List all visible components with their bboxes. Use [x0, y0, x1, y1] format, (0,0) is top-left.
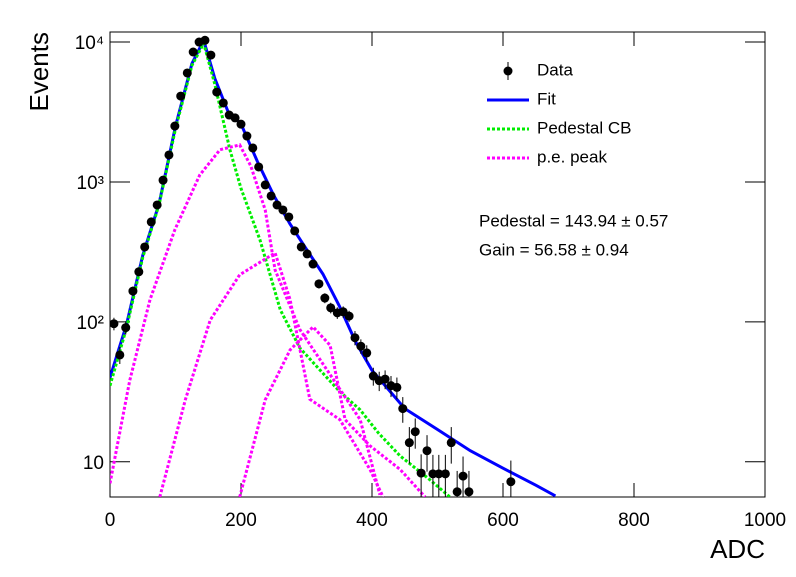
data-point — [302, 249, 312, 259]
data-point — [200, 35, 210, 45]
fit-curve — [110, 143, 382, 496]
data-point — [284, 212, 294, 222]
y-tick-label: 10⁴ — [75, 33, 104, 54]
data-point — [170, 121, 180, 131]
data-point — [115, 350, 125, 360]
data-point — [308, 259, 318, 269]
legend-label: Data — [537, 60, 573, 79]
x-tick-label: 400 — [356, 510, 388, 531]
data-point — [392, 382, 402, 392]
data-point — [314, 279, 324, 289]
data-point — [434, 469, 444, 479]
x-tick-label: 0 — [105, 510, 116, 531]
data-point — [146, 217, 156, 227]
legend-swatch — [503, 66, 513, 76]
data-point — [398, 404, 408, 414]
data-point — [416, 468, 426, 478]
data-point — [380, 374, 390, 384]
x-tick-label: 1000 — [744, 510, 786, 531]
legend-label: Fit — [537, 89, 556, 108]
data-point — [458, 471, 468, 481]
plot-layer: 0 200 400 600 800 1000 10 10² 10³ 10⁴ Data Fit Pedes… — [75, 32, 786, 531]
data-point — [326, 303, 336, 313]
legend-label: p.e. peak — [537, 147, 607, 166]
data-point — [446, 438, 456, 448]
data-point — [176, 91, 186, 101]
data-point — [248, 143, 258, 153]
data-point — [506, 477, 516, 487]
x-axis-title: ADC — [710, 534, 765, 564]
data-point — [452, 487, 462, 497]
y-tick-label: 10³ — [77, 173, 104, 194]
plot-frame — [109, 31, 766, 498]
data-point — [110, 319, 119, 329]
data-point — [212, 87, 222, 97]
data-point — [242, 131, 252, 141]
y-axis-title: Events — [24, 32, 54, 112]
x-tick-label: 600 — [487, 510, 519, 531]
annotation: Pedestal = 143.94 ± 0.57 — [479, 211, 668, 230]
data-point — [140, 242, 150, 252]
data-point — [356, 341, 366, 351]
data-point — [362, 348, 372, 358]
data-point — [320, 293, 330, 303]
data-point — [440, 469, 450, 479]
fit-curve — [110, 39, 451, 497]
fit-curve — [238, 324, 427, 497]
data-point — [344, 311, 354, 321]
data-point — [230, 113, 240, 123]
data-point — [296, 242, 306, 252]
data-point — [350, 333, 360, 343]
data-point — [152, 200, 162, 210]
annotation: Gain = 56.58 ± 0.94 — [479, 240, 629, 259]
data-point — [218, 98, 228, 108]
data-point — [158, 175, 168, 185]
data-point — [410, 427, 420, 437]
data-point — [254, 162, 264, 172]
data-point — [272, 200, 282, 210]
curves — [110, 35, 557, 497]
data-point — [128, 286, 138, 296]
fit-curve — [158, 250, 385, 497]
data-point — [134, 267, 144, 277]
data-point — [266, 191, 276, 201]
data-point — [164, 150, 174, 160]
x-tick-label: 800 — [618, 510, 650, 531]
y-tick-label: 10² — [77, 313, 104, 334]
data-point — [260, 180, 270, 190]
data-point — [182, 68, 192, 78]
data-point — [404, 438, 414, 448]
data-point — [422, 446, 432, 456]
y-tick-label: 10 — [83, 453, 104, 474]
data-point — [278, 205, 288, 215]
data-point — [121, 323, 131, 333]
x-tick-label: 200 — [225, 510, 257, 531]
data-point — [464, 487, 474, 497]
data-point — [206, 50, 216, 60]
data-point — [290, 226, 300, 236]
data-point — [236, 119, 246, 129]
data-point — [188, 47, 198, 57]
legend-label: Pedestal CB — [537, 118, 632, 137]
